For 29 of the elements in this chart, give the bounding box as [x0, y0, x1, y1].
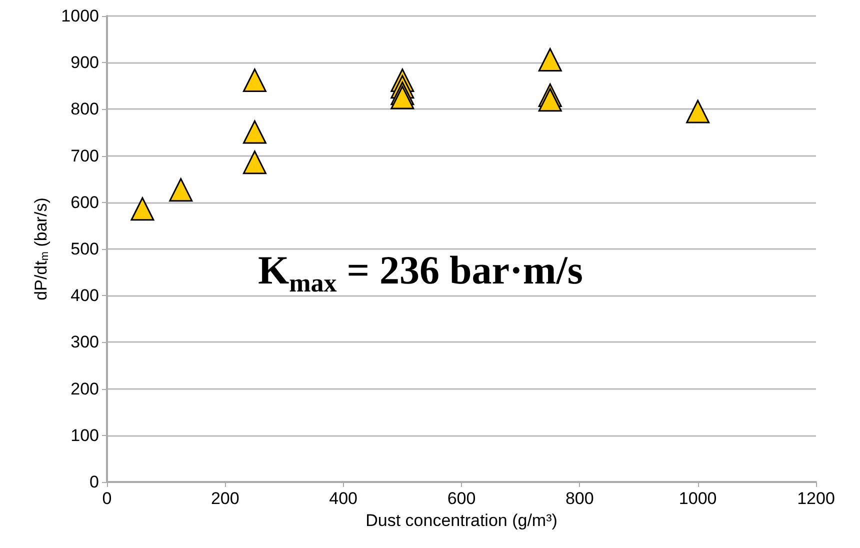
point	[390, 86, 414, 110]
x-axis-title: Dust concentration (g/m³)	[366, 510, 558, 530]
x-tick-label: 1200	[797, 489, 835, 508]
x-tick-label: 400	[329, 489, 358, 508]
y-tick-label: 500	[70, 240, 99, 258]
x-tick-label: 1000	[678, 489, 717, 508]
point	[538, 48, 562, 72]
y-axis-title: dP/dtm (bar/s)	[31, 198, 51, 300]
point	[130, 197, 154, 221]
y-tick-label: 800	[70, 100, 99, 119]
x-tick-label: 600	[447, 489, 476, 508]
y-tick-label: 100	[70, 426, 99, 445]
point	[242, 68, 266, 92]
x-tick-label: 0	[102, 489, 112, 508]
y-tick-label: 300	[70, 332, 99, 352]
y-tick-label: 0	[90, 472, 99, 492]
x-tick-label: 800	[565, 489, 594, 508]
point	[686, 100, 710, 124]
point	[538, 88, 562, 112]
y-tick-label: 900	[70, 53, 99, 72]
y-tick-label: 400	[70, 286, 99, 306]
y-tick-label: 200	[70, 379, 99, 398]
point	[242, 120, 266, 144]
y-tick-label: 1000	[61, 6, 99, 26]
point	[242, 150, 266, 174]
y-tick-label: 700	[70, 146, 99, 166]
point	[169, 178, 193, 202]
x-tick-label: 200	[210, 489, 240, 508]
y-tick-label: 600	[70, 192, 99, 212]
